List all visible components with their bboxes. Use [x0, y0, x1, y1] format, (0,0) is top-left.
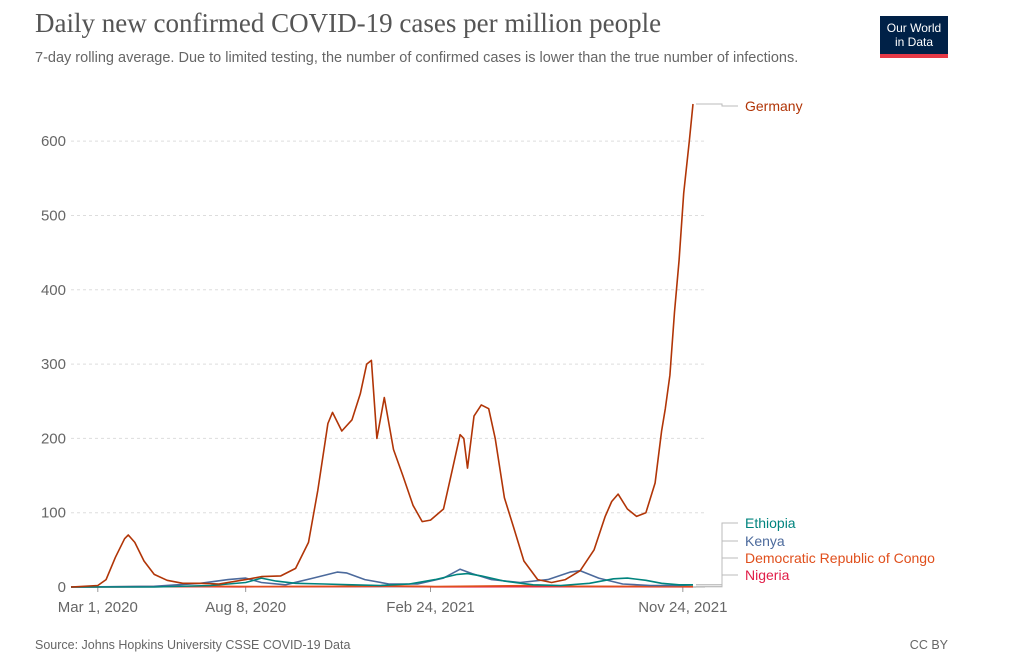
y-tick-label: 200	[41, 430, 66, 447]
source-note[interactable]: Source: Johns Hopkins University CSSE CO…	[35, 638, 351, 652]
label-connector	[695, 557, 738, 588]
series-label-germany[interactable]: Germany	[745, 98, 803, 114]
chart-subtitle: 7-day rolling average. Due to limited te…	[35, 50, 799, 66]
owid-logo[interactable]: Our World in Data	[880, 16, 948, 58]
series-line-ethiopia[interactable]	[71, 572, 693, 588]
logo-line-1: Our World	[886, 21, 942, 35]
series-label-kenya[interactable]: Kenya	[745, 533, 785, 549]
y-tick-label: 100	[41, 505, 66, 522]
label-connector	[695, 103, 738, 107]
series-label-ethiopia[interactable]: Ethiopia	[745, 515, 796, 531]
x-tick-label: Feb 24, 2021	[386, 599, 474, 616]
x-tick-label: Nov 24, 2021	[638, 599, 727, 616]
y-tick-label: 0	[58, 579, 66, 596]
logo-line-2: in Data	[894, 35, 934, 49]
series-line-kenya[interactable]	[70, 568, 694, 588]
y-axis-ticks: 0 100 200 300 400 500 600	[41, 133, 66, 596]
x-axis-ticks: Mar 1, 2020 Aug 8, 2020 Feb 24, 2021 Nov 24…	[58, 587, 727, 616]
license-link[interactable]: CC BY	[909, 638, 948, 652]
y-tick-label: 500	[41, 207, 66, 224]
label-connector	[695, 574, 738, 588]
series-label-democratic-republic-of-congo[interactable]: Democratic Republic of Congo	[745, 550, 935, 566]
y-tick-label: 300	[41, 356, 66, 373]
series-lines	[70, 103, 694, 588]
chart-title: Daily new confirmed COVID-19 cases per m…	[35, 8, 662, 38]
label-connector	[695, 522, 738, 586]
y-tick-label: 400	[41, 282, 66, 299]
label-connector	[695, 540, 738, 586]
series-line-germany[interactable]	[70, 103, 694, 588]
x-tick-label: Mar 1, 2020	[58, 599, 138, 616]
series-label-nigeria[interactable]: Nigeria	[745, 567, 790, 583]
gridlines	[71, 140, 705, 588]
y-tick-label: 600	[41, 133, 66, 150]
x-tick-label: Aug 8, 2020	[205, 599, 286, 616]
